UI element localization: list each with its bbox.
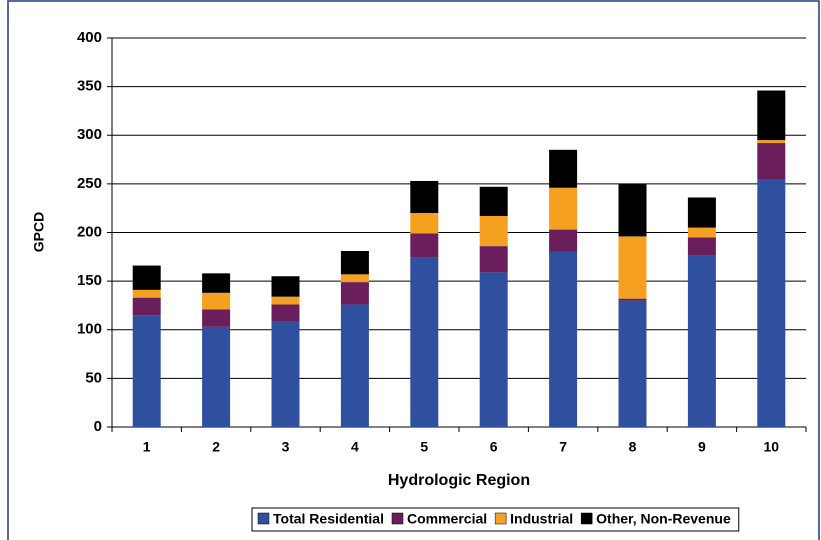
bar-segment (340, 282, 369, 305)
legend-label: Total Residential (273, 511, 384, 527)
bar-segment (340, 304, 369, 427)
legend-swatch (494, 512, 507, 525)
y-tick-label: 100 (77, 321, 102, 338)
bar-segment (410, 233, 439, 258)
bar-segment (132, 297, 161, 316)
bar-segment (757, 179, 786, 427)
bar-segment (271, 276, 300, 297)
bar-segment (202, 273, 231, 293)
x-axis-title: Hydrologic Region (388, 472, 530, 489)
bar-segment (132, 315, 161, 427)
bar-segment (687, 227, 716, 238)
y-tick-label: 350 (77, 78, 102, 95)
x-tick-label: 4 (351, 439, 359, 455)
legend-swatch (257, 512, 270, 525)
y-axis-title: GPCD (31, 212, 47, 252)
x-tick-label: 8 (629, 439, 637, 455)
bar-segment (410, 180, 439, 214)
bar-segment (549, 149, 578, 188)
x-tick-label: 9 (698, 439, 706, 455)
bar-segment (271, 304, 300, 321)
x-tick-label: 2 (212, 439, 220, 455)
bar-segment (132, 265, 161, 290)
frame (7, 0, 820, 540)
y-tick-label: 150 (77, 272, 102, 289)
legend-label: Commercial (407, 511, 487, 527)
bar-segment (618, 298, 647, 301)
x-tick-label: 1 (143, 439, 151, 455)
bar-segment (549, 251, 578, 427)
legend-swatch (391, 512, 404, 525)
x-tick-label: 6 (490, 439, 498, 455)
bar-segment (340, 250, 369, 275)
bar-segment (549, 187, 578, 230)
bar-segment (687, 197, 716, 228)
bar-segment (618, 236, 647, 299)
y-tick-label: 250 (77, 175, 102, 192)
y-tick-label: 300 (77, 126, 102, 143)
bar-segment (271, 320, 300, 427)
bar-segment (410, 257, 439, 427)
bar-segment (479, 246, 508, 273)
legend-label: Industrial (510, 511, 573, 527)
bar-segment (757, 90, 786, 141)
bar-segment (549, 229, 578, 252)
x-tick-label: 5 (420, 439, 428, 455)
y-tick-label: 50 (85, 369, 102, 386)
bar-segment (202, 309, 231, 327)
bar-segment (202, 292, 231, 310)
bar-segment (132, 289, 161, 298)
legend-label: Other, Non-Revenue (596, 511, 731, 527)
x-tick-label: 10 (764, 439, 780, 455)
y-tick-label: 200 (77, 223, 102, 240)
x-tick-label: 3 (282, 439, 290, 455)
bar-segment (410, 213, 439, 234)
y-tick-label: 0 (94, 418, 102, 435)
bar-segment (479, 215, 508, 247)
bar-segment (757, 140, 786, 144)
bar-segment (687, 255, 716, 427)
bar-segment (340, 274, 369, 283)
bar-segment (479, 272, 508, 427)
bar-segment (202, 326, 231, 427)
bar-segment (618, 183, 647, 237)
bar-segment (618, 300, 647, 427)
bar-segment (757, 143, 786, 180)
bar-segment (687, 237, 716, 256)
legend-swatch (580, 512, 593, 525)
x-tick-label: 7 (559, 439, 567, 455)
bar-segment (271, 296, 300, 305)
y-tick-label: 400 (77, 29, 102, 46)
bar-segment (479, 186, 508, 216)
